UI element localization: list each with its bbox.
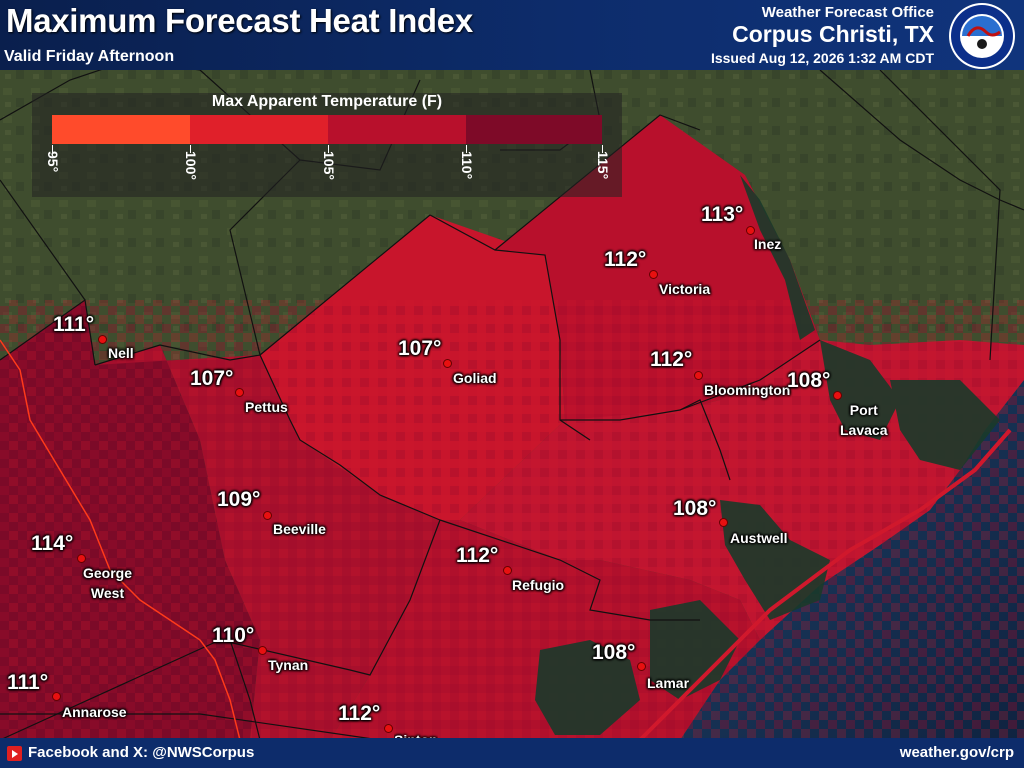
location-value: 107° — [190, 367, 234, 390]
location-name: Inez — [754, 236, 782, 252]
location-marker — [258, 646, 267, 655]
location-marker — [637, 662, 646, 671]
location-name: Beeville — [273, 521, 326, 537]
location-name: Refugio — [512, 577, 565, 593]
location-marker — [98, 335, 107, 344]
location-name: Pettus — [245, 399, 288, 415]
map-title: Maximum Forecast Heat Index — [6, 2, 473, 39]
location-marker — [52, 692, 61, 701]
location-value: 107° — [398, 337, 442, 360]
location-value: 112° — [604, 248, 647, 271]
location-value: 113° — [701, 203, 744, 226]
legend-tick — [466, 145, 467, 153]
issued-time: Issued Aug 12, 2026 1:32 AM CDT — [710, 50, 934, 66]
legend-tick-label: 95° — [45, 151, 61, 173]
legend-tick — [190, 145, 191, 153]
office-label: Weather Forecast Office — [761, 4, 934, 21]
location-marker — [719, 518, 728, 527]
legend-tick-label: 110° — [459, 151, 475, 180]
nws-logo-icon — [949, 3, 1015, 69]
color-legend: Max Apparent Temperature (F) 95° 100° 10… — [32, 93, 622, 197]
location-name: George West — [83, 565, 133, 601]
footer-bar: Facebook and X: @NWSCorpus weather.gov/c… — [0, 738, 1024, 768]
location-name: Sinton — [394, 730, 438, 738]
legend-tick-label: 105° — [321, 151, 337, 180]
location-value: 114° — [31, 532, 74, 555]
location-value: 108° — [673, 497, 717, 520]
social-handles: Facebook and X: @NWSCorpus — [28, 744, 255, 761]
location-value: 109° — [217, 488, 261, 511]
barrier-island — [638, 428, 1012, 742]
location-name: Goliad — [453, 370, 497, 386]
location-name: Victoria — [659, 281, 711, 297]
location-value: 112° — [338, 702, 381, 725]
location-marker — [77, 554, 86, 563]
location-marker — [694, 371, 703, 380]
coastal-bays — [535, 175, 1000, 735]
location-value: 112° — [456, 544, 499, 567]
legend-tick-label: 100° — [183, 151, 199, 180]
legend-swatch-100-105 — [190, 115, 328, 144]
legend-swatch-110-115 — [466, 115, 602, 144]
location-name: Port Lavaca — [840, 402, 888, 438]
location-marker — [649, 270, 658, 279]
legend-tick-label: 115° — [595, 151, 611, 180]
location-marker — [235, 388, 244, 397]
location-marker — [263, 511, 272, 520]
location-marker — [384, 724, 393, 733]
legend-tick — [328, 145, 329, 153]
legend-tick — [602, 145, 603, 153]
legend-swatch-105-110 — [328, 115, 466, 144]
legend-title: Max Apparent Temperature (F) — [211, 93, 443, 110]
website-link[interactable]: weather.gov/crp — [899, 744, 1014, 761]
legend-tick — [52, 145, 53, 153]
location-value: 110° — [212, 624, 255, 647]
location-marker — [746, 226, 755, 235]
location-value: 112° — [650, 348, 693, 371]
office-name: Corpus Christi, TX — [732, 21, 934, 47]
location-name: Tynan — [268, 657, 309, 673]
location-value: 111° — [53, 313, 95, 336]
river — [0, 339, 241, 741]
county-borders — [0, 59, 1024, 741]
location-marker — [443, 359, 452, 368]
legend-swatch-95-100 — [52, 115, 190, 144]
location-name: Annarose — [62, 704, 127, 720]
location-value: 108° — [787, 369, 831, 392]
location-value: 111° — [7, 671, 49, 694]
location-name: Austwell — [730, 530, 788, 546]
location-marker — [833, 391, 842, 400]
youtube-play-icon — [7, 746, 22, 761]
location-name: Bloomington — [704, 382, 791, 398]
location-name: Nell — [108, 345, 134, 361]
location-value: 108° — [592, 641, 636, 664]
location-marker — [503, 566, 512, 575]
location-name: Lamar — [647, 675, 690, 691]
valid-time: Valid Friday Afternoon — [4, 48, 175, 65]
header-bar: Maximum Forecast Heat Index Valid Friday… — [0, 0, 1024, 70]
